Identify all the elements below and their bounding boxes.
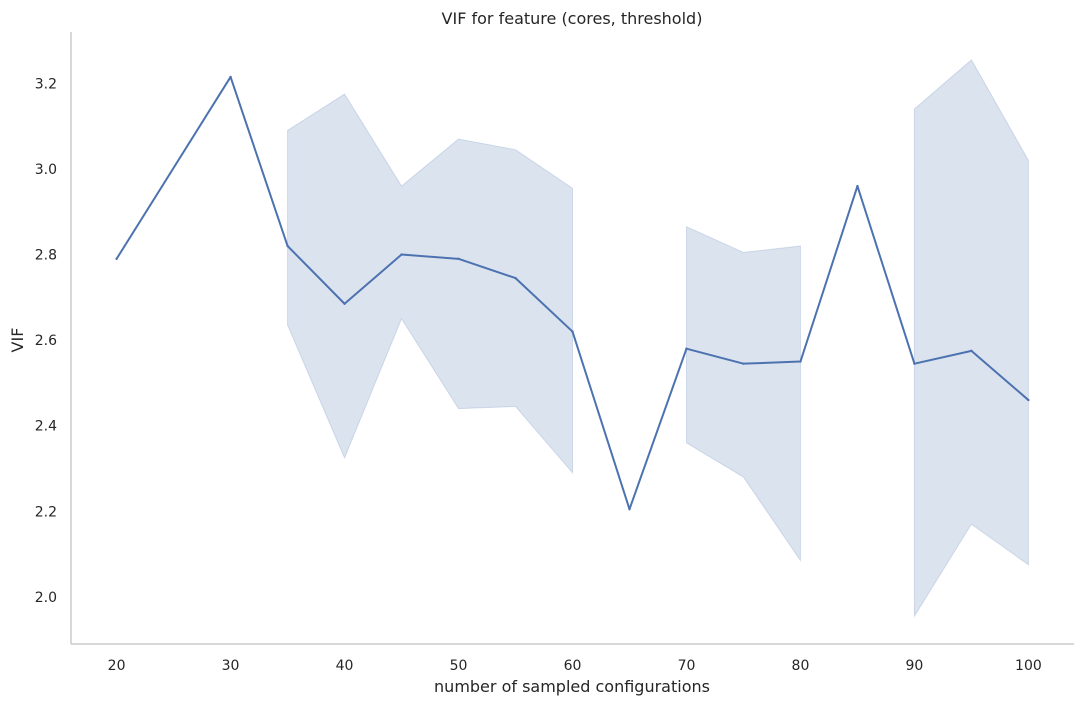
x-tick-label: 20 bbox=[108, 658, 126, 674]
y-tick-label: 2.8 bbox=[35, 248, 57, 264]
y-axis-label: VIF bbox=[8, 328, 27, 353]
data-point bbox=[457, 257, 460, 261]
data-point bbox=[286, 244, 289, 248]
series-line-layer bbox=[115, 75, 1030, 511]
confidence-band-1 bbox=[287, 93, 573, 475]
x-tick-label: 40 bbox=[336, 658, 354, 674]
x-tick-label: 100 bbox=[1015, 658, 1042, 674]
chart-title: VIF for feature (cores, threshold) bbox=[442, 9, 703, 28]
x-tick-label: 50 bbox=[450, 658, 468, 674]
data-point bbox=[115, 257, 118, 261]
x-axis-ticks: 20 30 40 50 60 70 80 90 100 bbox=[108, 658, 1042, 674]
data-point bbox=[856, 184, 859, 188]
y-tick-label: 3.0 bbox=[35, 162, 57, 178]
data-point bbox=[970, 349, 973, 353]
x-tick-label: 90 bbox=[906, 658, 924, 674]
x-tick-label: 30 bbox=[222, 658, 240, 674]
x-tick-label: 80 bbox=[792, 658, 810, 674]
data-point bbox=[799, 360, 802, 363]
data-point bbox=[229, 75, 232, 79]
y-tick-label: 2.0 bbox=[35, 590, 57, 606]
data-point bbox=[400, 253, 403, 256]
confidence-bands bbox=[287, 59, 1029, 618]
vif-series-line bbox=[115, 75, 1030, 511]
data-point bbox=[628, 507, 631, 511]
y-axis-ticks: 2.0 2.2 2.4 2.6 2.8 3.0 3.2 bbox=[35, 76, 57, 606]
data-point bbox=[1027, 398, 1030, 402]
confidence-band-3 bbox=[913, 59, 1029, 618]
y-tick-label: 2.6 bbox=[35, 333, 57, 349]
confidence-band-2 bbox=[685, 225, 801, 563]
y-tick-label: 2.2 bbox=[35, 504, 57, 520]
y-tick-label: 2.4 bbox=[35, 419, 57, 435]
data-point bbox=[343, 302, 346, 305]
data-point bbox=[913, 362, 916, 365]
data-point bbox=[742, 362, 745, 365]
x-tick-label: 70 bbox=[678, 658, 696, 674]
x-tick-label: 60 bbox=[564, 658, 582, 674]
data-point bbox=[514, 276, 517, 280]
x-axis-label: number of sampled configurations bbox=[434, 677, 710, 696]
data-point bbox=[571, 330, 574, 333]
data-point bbox=[685, 347, 688, 350]
y-tick-label: 3.2 bbox=[35, 76, 57, 92]
